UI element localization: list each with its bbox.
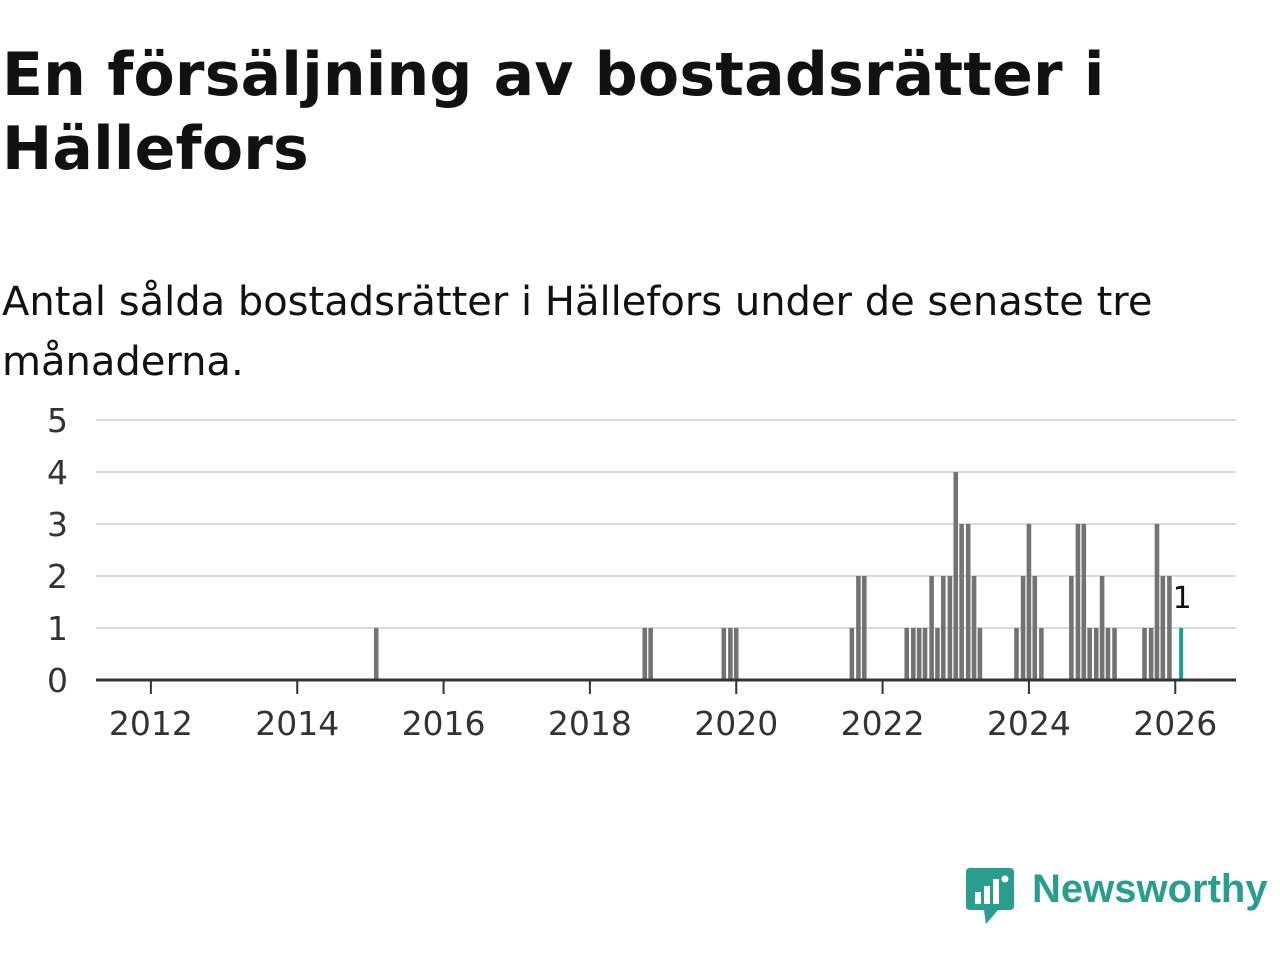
bar xyxy=(1142,628,1147,680)
bar xyxy=(953,472,959,680)
bar xyxy=(728,628,733,680)
bar xyxy=(916,628,922,680)
bar xyxy=(929,576,934,680)
bar xyxy=(733,628,739,680)
bar xyxy=(941,576,946,680)
x-tick-label: 2026 xyxy=(1133,704,1217,743)
bar xyxy=(861,576,867,680)
bar xyxy=(373,628,379,680)
y-tick-label: 1 xyxy=(47,609,68,648)
x-tick-label: 2022 xyxy=(841,704,925,743)
bar xyxy=(642,628,648,680)
data-labels: 1 xyxy=(1170,578,1195,619)
bar xyxy=(721,628,727,680)
bars xyxy=(373,472,1184,680)
bar xyxy=(1081,524,1087,680)
bar xyxy=(1032,576,1038,680)
x-axis-labels: 2012 2014 2016 2018 2020 2022 2024 2026 xyxy=(109,680,1217,743)
bar xyxy=(959,524,964,680)
bar xyxy=(648,628,653,680)
newsworthy-logo: Newsworthy xyxy=(962,862,1274,926)
bar xyxy=(911,628,916,680)
y-tick-label: 3 xyxy=(47,505,68,544)
newsworthy-logo-icon xyxy=(966,868,1014,924)
bar xyxy=(1154,524,1160,680)
bar xyxy=(1075,524,1081,680)
x-tick-label: 2014 xyxy=(255,704,339,743)
grid-lines xyxy=(96,419,1236,629)
bar xyxy=(1105,628,1111,680)
bar xyxy=(1020,576,1026,680)
x-tick-label: 2016 xyxy=(402,704,486,743)
y-axis-labels: 0 1 2 3 4 5 xyxy=(47,401,68,700)
bar xyxy=(1069,576,1074,680)
bar xyxy=(922,628,928,680)
chart-subtitle: Antal sålda bostadsrätter i Hällefors un… xyxy=(2,279,1153,385)
bar xyxy=(1026,524,1032,680)
x-tick-label: 2020 xyxy=(694,704,778,743)
y-tick-label: 4 xyxy=(47,453,68,492)
bar xyxy=(1148,628,1154,680)
bar xyxy=(971,576,977,680)
bar xyxy=(856,576,861,680)
bar xyxy=(1112,628,1117,680)
data-label-highlight: 1 xyxy=(1173,581,1192,616)
bar xyxy=(935,628,940,680)
bar xyxy=(1099,576,1105,680)
newsworthy-logo-text: Newsworthy xyxy=(1032,867,1268,911)
y-tick-label: 5 xyxy=(47,401,68,440)
bar-highlight xyxy=(1179,628,1184,680)
bar xyxy=(1014,628,1019,680)
bar xyxy=(977,628,983,680)
bar xyxy=(849,628,855,680)
bar xyxy=(1167,576,1172,680)
x-tick-label: 2018 xyxy=(548,704,632,743)
bar xyxy=(1039,628,1044,680)
x-tick-label: 2024 xyxy=(987,704,1071,743)
page-title: En försäljning av bostadsrätter i Hällef… xyxy=(2,40,1105,184)
x-tick-label: 2012 xyxy=(109,704,193,743)
bar xyxy=(1093,628,1099,680)
bar xyxy=(947,576,953,680)
bar xyxy=(904,628,910,680)
y-tick-label: 2 xyxy=(47,557,68,596)
y-tick-label: 0 xyxy=(47,661,68,700)
bar xyxy=(1160,576,1166,680)
bar xyxy=(1087,628,1092,680)
bar xyxy=(965,524,971,680)
